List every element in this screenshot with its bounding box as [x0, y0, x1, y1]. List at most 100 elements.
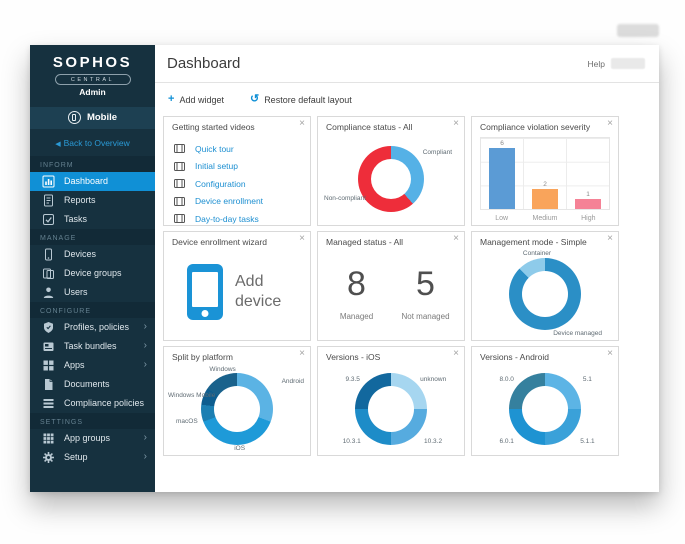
- back-to-overview-link[interactable]: ◀ Back to Overview: [30, 129, 155, 156]
- widget-compliance-status: Compliance status - All × Compliant Non-…: [317, 116, 465, 226]
- category-label-high: High: [581, 215, 596, 222]
- slice-label-compliant: Compliant: [422, 149, 452, 156]
- managed-count: 8: [347, 265, 366, 303]
- restore-layout-button[interactable]: ↺ Restore default layout: [250, 94, 352, 105]
- not-managed-count: 5: [416, 265, 435, 303]
- app-window: SOPHOS CENTRAL Admin Mobile ◀ Back to Ove…: [30, 45, 659, 492]
- chevron-right-icon: ›: [143, 432, 147, 443]
- restore-icon: ↺: [249, 93, 260, 105]
- slice-label-ios: iOS: [234, 445, 246, 452]
- slice-label-non-compliant: Non-compliant: [324, 195, 366, 202]
- sidebar-item-task-bundles[interactable]: Task bundles ›: [30, 337, 155, 356]
- sidebar-item-documents[interactable]: Documents: [30, 375, 155, 394]
- widget-title: Compliance status - All: [326, 122, 413, 132]
- bar-value: 6: [500, 140, 504, 148]
- widget-split-by-platform: Split by platform × Windows Android Wind…: [163, 346, 311, 456]
- sidebar-item-tasks[interactable]: Tasks: [30, 210, 155, 229]
- donut-chart: [358, 145, 424, 212]
- video-link-configuration[interactable]: Configuration: [195, 178, 246, 189]
- video-link-quick-tour[interactable]: Quick tour: [195, 143, 234, 154]
- sidebar-item-label: Reports: [64, 195, 96, 205]
- video-icon: [174, 161, 185, 171]
- sophos-logo: SOPHOS CENTRAL Admin: [30, 45, 155, 104]
- sidebar-item-reports[interactable]: Reports: [30, 191, 155, 210]
- bar-low: [488, 148, 516, 209]
- bar-column-high: 1: [567, 138, 609, 209]
- video-link-day-to-day-tasks[interactable]: Day-to-day tasks: [195, 213, 259, 224]
- sidebar-item-setup[interactable]: Setup ›: [30, 448, 155, 467]
- bar-column-medium: 2: [524, 138, 567, 209]
- sidebar-item-label: Device groups: [64, 268, 122, 278]
- chevron-right-icon: ›: [143, 359, 147, 370]
- add-device-label: Add device: [235, 273, 282, 310]
- platform-chart: Windows Android Windows Mobile macOS iOS: [168, 365, 306, 452]
- video-icon: [174, 214, 185, 224]
- bar-categories: Low Medium High: [480, 215, 610, 222]
- sidebar-item-dashboard[interactable]: Dashboard: [30, 171, 155, 191]
- widget-title: Getting started videos: [172, 122, 255, 132]
- add-device-button[interactable]: Add device: [170, 250, 304, 334]
- video-link-initial-setup[interactable]: Initial setup: [195, 161, 238, 172]
- device-icon: [42, 248, 55, 261]
- add-widget-label: Add widget: [179, 94, 224, 105]
- slice-label-1031: 10.3.1: [342, 438, 361, 445]
- widget-grid: Getting started videos × Quick tour Init…: [163, 116, 619, 456]
- video-link-device-enrollment[interactable]: Device enrollment: [195, 196, 264, 207]
- slice-label-windows-mobile: Windows Mobile: [168, 392, 216, 399]
- mobile-app-switcher[interactable]: Mobile: [30, 106, 155, 129]
- redacted-username: [611, 58, 645, 69]
- donut-chart: [355, 372, 427, 445]
- video-list: Quick tour Initial setup Configuration D…: [174, 140, 304, 228]
- bar-column-low: 6: [481, 138, 524, 209]
- main-content: Dashboard Help + Add widget ↺ Restore de…: [155, 45, 659, 492]
- sidebar-item-device-groups[interactable]: Device groups: [30, 264, 155, 283]
- mobile-label: Mobile: [86, 112, 118, 123]
- close-icon[interactable]: ×: [453, 348, 459, 359]
- sidebar-item-label: Documents: [64, 379, 110, 389]
- widget-title: Split by platform: [172, 352, 233, 362]
- sidebar-item-profiles-policies[interactable]: Profiles, policies ›: [30, 318, 155, 337]
- chevron-right-icon: ›: [143, 340, 147, 351]
- central-badge: CENTRAL: [54, 74, 131, 85]
- add-widget-button[interactable]: + Add widget: [168, 94, 224, 105]
- app-groups-icon: [42, 432, 55, 445]
- widget-title: Management mode - Simple: [480, 237, 587, 247]
- close-icon[interactable]: ×: [453, 118, 459, 129]
- compliance-status-chart: Compliant Non-compliant: [322, 135, 460, 222]
- bar-value: 2: [543, 180, 547, 188]
- widget-managed-status: Managed status - All × 8 Managed 5 Not m…: [317, 231, 465, 341]
- sidebar-item-devices[interactable]: Devices: [30, 245, 155, 264]
- sidebar-item-label: Users: [64, 287, 88, 297]
- sidebar-item-label: Dashboard: [64, 176, 109, 186]
- close-icon[interactable]: ×: [453, 233, 459, 244]
- section-configure: CONFIGURE: [30, 301, 155, 318]
- close-icon[interactable]: ×: [607, 233, 613, 244]
- donut-chart: [509, 372, 581, 445]
- brand-name: SOPHOS: [52, 54, 133, 71]
- slice-label-device-managed: Device managed: [553, 330, 602, 337]
- slice-label-macos: macOS: [176, 418, 198, 425]
- document-icon: [42, 378, 55, 391]
- stat-not-managed: 5 Not managed: [391, 252, 460, 334]
- list-item: Day-to-day tasks: [174, 210, 304, 228]
- close-icon[interactable]: ×: [299, 233, 305, 244]
- sidebar-item-apps[interactable]: Apps ›: [30, 356, 155, 375]
- apps-icon: [42, 359, 55, 372]
- close-icon[interactable]: ×: [607, 348, 613, 359]
- shield-icon: [42, 321, 55, 334]
- sidebar-item-users[interactable]: Users: [30, 283, 155, 302]
- close-icon[interactable]: ×: [607, 118, 613, 129]
- sidebar-item-label: App groups: [64, 433, 111, 443]
- sidebar-item-app-groups[interactable]: App groups ›: [30, 429, 155, 448]
- gear-icon: [42, 451, 55, 464]
- sidebar-item-compliance-policies[interactable]: Compliance policies: [30, 394, 155, 413]
- widget-getting-started-videos: Getting started videos × Quick tour Init…: [163, 116, 311, 226]
- main-header: Dashboard Help: [155, 45, 659, 83]
- slice-label-800: 8.0.0: [499, 376, 514, 383]
- slice-label-51: 5.1: [582, 376, 592, 383]
- help-link[interactable]: Help: [587, 58, 605, 69]
- close-icon[interactable]: ×: [299, 348, 305, 359]
- close-icon[interactable]: ×: [299, 118, 305, 129]
- video-icon: [174, 196, 185, 206]
